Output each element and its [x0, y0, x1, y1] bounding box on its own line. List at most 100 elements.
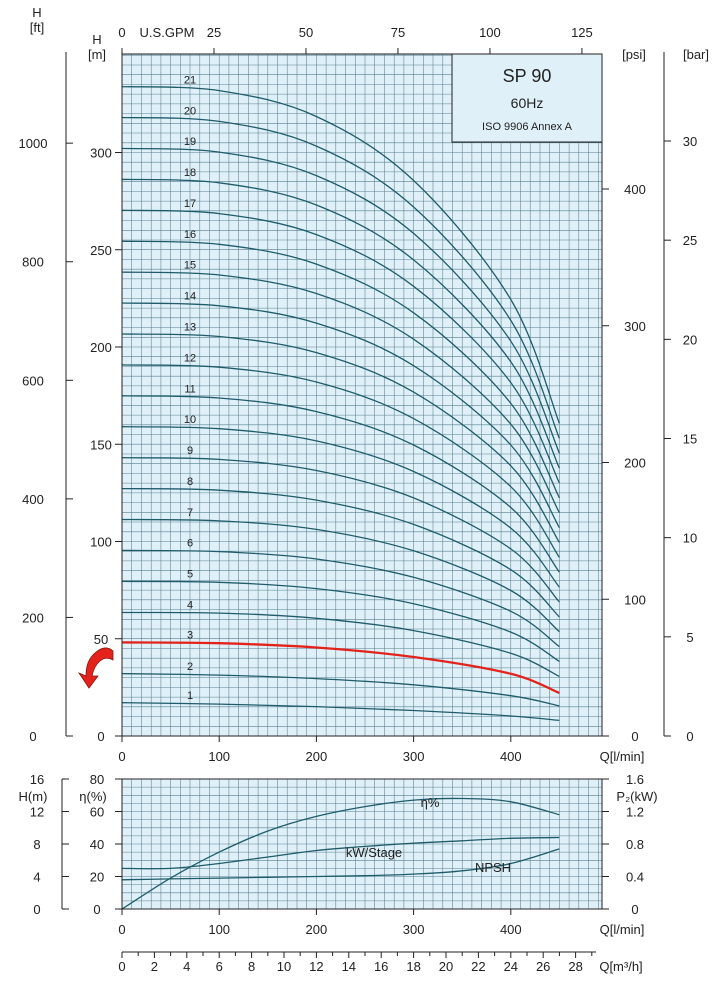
stage-curve-5: [122, 580, 560, 663]
tick-label-bar: 15: [683, 432, 697, 447]
main-grid: [122, 54, 602, 736]
series-label-efficiency: η%: [421, 795, 440, 810]
tick-label-hm: 0: [33, 902, 40, 917]
tick-label-bar: 30: [683, 134, 697, 149]
stage-curve-17: [122, 209, 560, 484]
series-label-npsh: NPSH: [475, 860, 511, 875]
stage-curve-2: [122, 672, 560, 707]
tick-label-p2: 0: [631, 902, 638, 917]
tick-label-eta: 0: [93, 902, 100, 917]
stage-label-1: 1: [187, 690, 193, 702]
tick-label-m3h: 24: [504, 959, 518, 974]
stage-label-6: 6: [187, 538, 193, 550]
axis-title-psi: [psi]: [622, 47, 646, 62]
stage-curve-10: [122, 426, 560, 588]
tick-label-m: 0: [97, 729, 104, 744]
stage-curve-14: [122, 302, 560, 529]
stage-label-17: 17: [184, 198, 196, 210]
stage-curve-20: [122, 116, 561, 439]
axis-title-ft-unit: [ft]: [30, 20, 44, 35]
tick-label-eta: 60: [90, 805, 104, 820]
tick-label-bar: 5: [686, 630, 693, 645]
tick-label-m3h: 0: [118, 959, 125, 974]
axis-title-q-main: Q[l/min]: [600, 749, 645, 764]
stage-label-11: 11: [184, 383, 195, 395]
tick-label-gpm: 25: [207, 25, 221, 40]
lower-grid: [122, 779, 602, 909]
axis-title-ft-h: H: [32, 5, 41, 20]
stage-label-21: 21: [184, 74, 196, 86]
stage-label-7: 7: [187, 507, 193, 519]
tick-label-gpm: 100: [479, 25, 501, 40]
stage-label-12: 12: [184, 352, 196, 364]
stage-curve-1: [122, 702, 560, 722]
tick-label-m: 250: [90, 243, 112, 258]
tick-label-m3h: 20: [439, 959, 453, 974]
stage-label-2: 2: [187, 661, 193, 673]
tick-label-p2: 0.4: [626, 870, 644, 885]
stage-curve-18: [122, 178, 560, 469]
tick-label-eta: 80: [90, 772, 104, 787]
main-plot-area: [122, 54, 602, 736]
tick-label-gpm: 0: [118, 25, 125, 40]
tick-label-m: 200: [90, 340, 112, 355]
tick-label-eta: 20: [90, 870, 104, 885]
stage-label-4: 4: [187, 600, 193, 612]
chart-subtitle-standard: ISO 9906 Annex A: [482, 121, 573, 133]
stage-label-18: 18: [184, 167, 196, 179]
axis-title-m-unit: [m]: [88, 47, 106, 62]
tick-label-q: 300: [403, 749, 425, 764]
stage-label-8: 8: [187, 476, 193, 488]
tick-label-psi: 400: [624, 182, 646, 197]
axis-title-q-m3h: Q[m³/h]: [599, 959, 642, 974]
lower-axes: 0 4 8 12 16 0 20 40 60 80 0 0.4 0.8 1.2 1.6 0 100 200 300 4…: [30, 772, 644, 937]
tick-label-q: 0: [118, 749, 125, 764]
axis-title-m-h: H: [92, 32, 101, 47]
tick-label-m: 300: [90, 146, 112, 161]
main-plot-frame: [121, 53, 603, 737]
stage-curve-21: [122, 85, 561, 424]
tick-label-m3h: 28: [568, 959, 582, 974]
stage-label-5: 5: [187, 569, 193, 581]
stage-label-14: 14: [184, 291, 196, 303]
efficiency-curve: [122, 797, 560, 909]
tick-label-ft: 600: [22, 373, 44, 388]
stage-curve-8: [122, 487, 560, 618]
chart-title: SP 90: [503, 66, 552, 86]
series-label-kw-stage: kW/Stage: [346, 845, 402, 860]
tick-label-m3h: 10: [277, 959, 291, 974]
tick-label-q-lower: 100: [208, 922, 230, 937]
tick-label-gpm: 125: [571, 25, 593, 40]
tick-label-m3h: 6: [216, 959, 223, 974]
stage-curve-12: [122, 364, 560, 558]
title-box: SP 90 60Hz ISO 9906 Annex A: [451, 53, 603, 143]
stage-curve-15: [122, 271, 560, 514]
tick-label-bar: 20: [683, 332, 697, 347]
stage-label-9: 9: [187, 445, 193, 457]
stage-label-3: 3: [187, 630, 193, 642]
tick-label-bar: 10: [683, 531, 697, 546]
tick-label-q: 400: [500, 749, 522, 764]
tick-label-q-lower: 400: [500, 922, 522, 937]
curved-arrow-icon: [77, 647, 114, 689]
axis-title-hm: H(m): [19, 789, 48, 804]
tick-label-m3h: 2: [151, 959, 158, 974]
tick-label-q-lower: 300: [403, 922, 425, 937]
tick-label-m3h: 22: [471, 959, 485, 974]
tick-label-hm: 12: [30, 805, 44, 820]
tick-label-psi: 100: [624, 592, 646, 607]
lower-curves: [122, 797, 560, 909]
stage-curve-3: [122, 641, 560, 695]
stage-label-15: 15: [184, 260, 196, 272]
tick-label-m: 100: [90, 535, 112, 550]
stage-curve-13: [122, 333, 560, 543]
tick-label-m3h: 14: [342, 959, 356, 974]
stage-label-10: 10: [184, 414, 196, 426]
kw-stage-curve: [122, 836, 560, 870]
chart-subtitle-frequency: 60Hz: [511, 95, 544, 111]
main-axes: 0501001502002503000200400600800100001002…: [19, 25, 698, 764]
tick-label-gpm: 50: [299, 25, 313, 40]
tick-label-bar: 25: [683, 233, 697, 248]
tick-label-m3h: 12: [309, 959, 323, 974]
